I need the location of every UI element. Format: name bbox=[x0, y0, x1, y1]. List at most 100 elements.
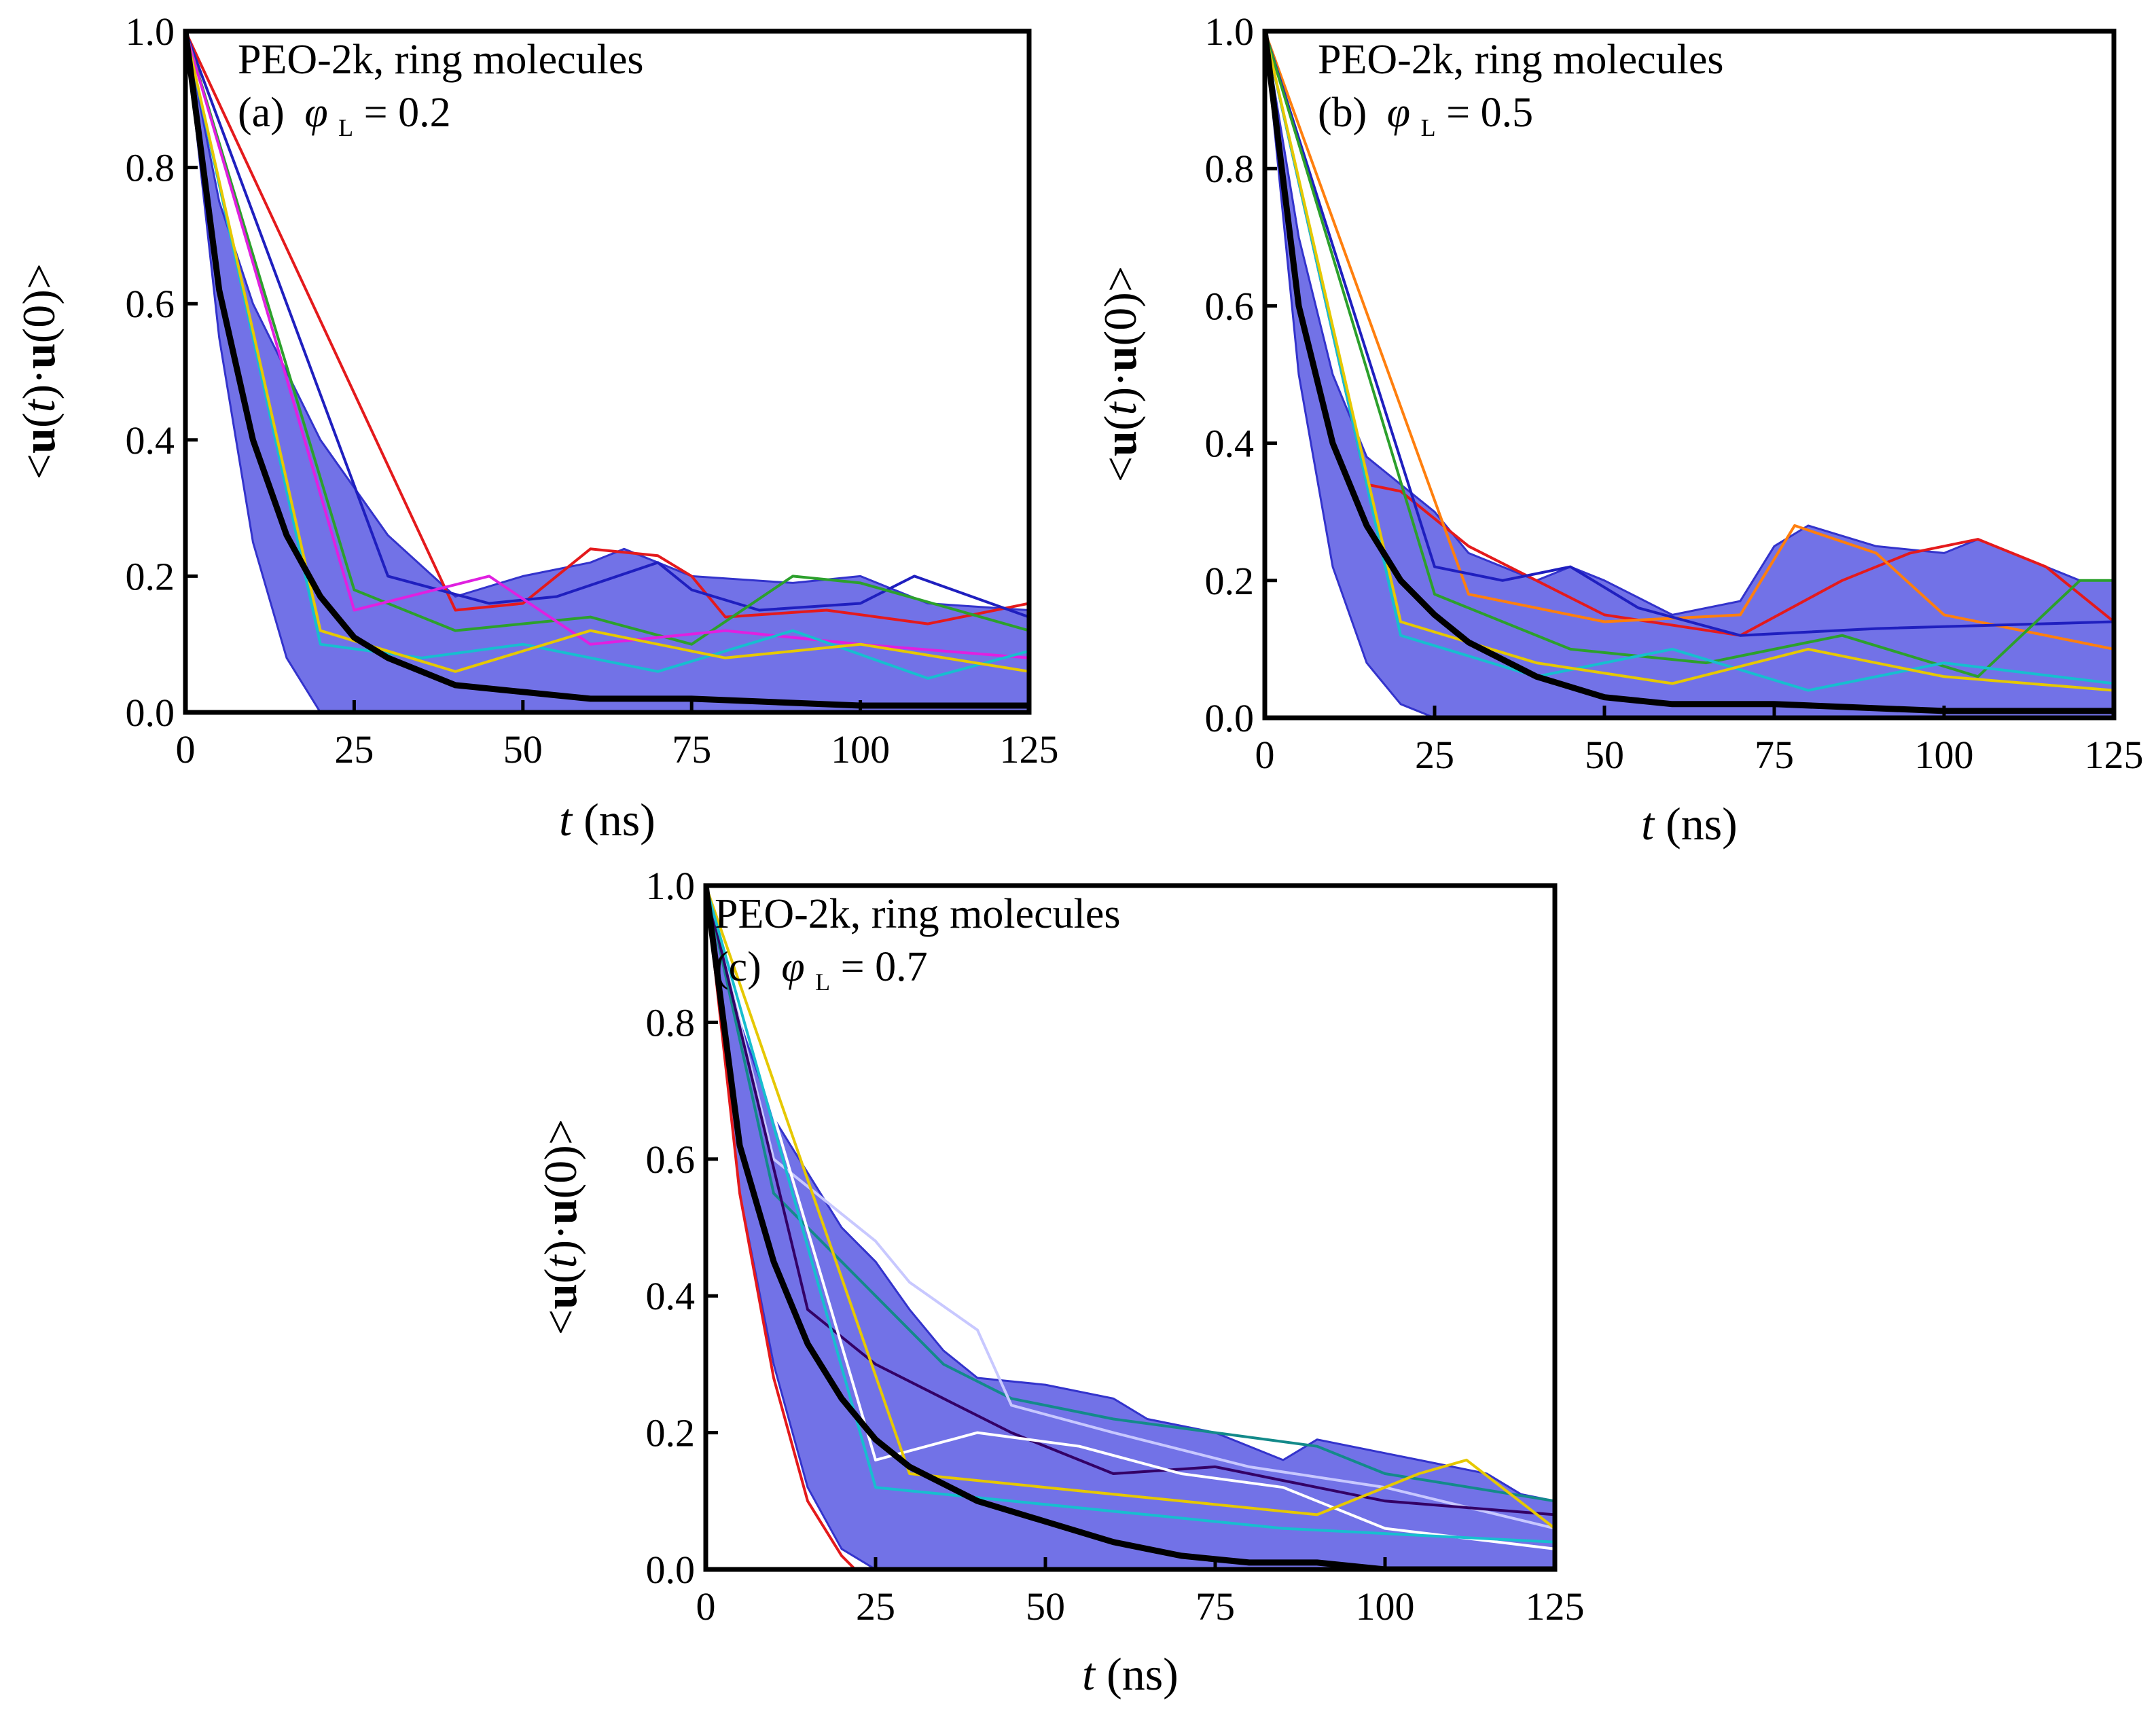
panel-a-ylabel: <u(t)·u(0)> bbox=[13, 263, 65, 480]
panel-b-phi: φ bbox=[1387, 90, 1410, 136]
panel-c-title: PEO-2k, ring molecules bbox=[715, 891, 1121, 937]
ylabel-p1: ( bbox=[13, 412, 65, 428]
y-tick-label-a-0.2: 0.2 bbox=[126, 554, 175, 598]
y-tick-label-c-0.6: 0.6 bbox=[646, 1138, 696, 1182]
ylabel-p3: (0) bbox=[535, 1145, 586, 1199]
series-line-c-lavender bbox=[706, 886, 1555, 1530]
series-line-b-average bbox=[1265, 31, 2114, 714]
series-line-c-cyan bbox=[706, 886, 1555, 1544]
panel-c: 0 25 50 75 100 125 0.0 0.2 0.4 0.6 0.8 1.0 PEO-2k, … bbox=[535, 864, 1585, 1700]
ylabel-p2: )· bbox=[1094, 371, 1146, 402]
x-tick-label-b-75: 75 bbox=[1755, 733, 1794, 777]
panel-c-xlabel-var: t bbox=[1082, 1648, 1096, 1700]
ticks-c: 0 25 50 75 100 125 0.0 0.2 0.4 0.6 0.8 1.0 bbox=[646, 864, 1585, 1629]
y-tick-label-c-1.0: 1.0 bbox=[646, 864, 696, 908]
series-line-a-cyan bbox=[185, 31, 1029, 680]
series-group-c bbox=[706, 886, 1555, 1569]
ylabel-p2: )· bbox=[535, 1224, 586, 1255]
axes-frame-a bbox=[183, 29, 1032, 715]
panel-b-title: PEO-2k, ring molecules bbox=[1318, 37, 1724, 83]
series-line-a-yellow bbox=[185, 31, 1029, 673]
panel-c-phi: φ bbox=[781, 944, 804, 990]
y-tick-label-b-0.4: 0.4 bbox=[1205, 422, 1255, 466]
series-line-c-darkpurple bbox=[706, 886, 1555, 1516]
panel-b-ylabel: <u(t)·u(0)> bbox=[1094, 266, 1146, 483]
panel-a-xlabel-var: t bbox=[559, 794, 573, 845]
series-line-b-darkblue bbox=[1265, 31, 2114, 637]
panel-b: 0 25 50 75 100 125 0.0 0.2 0.4 0.6 0.8 1.0 PEO-2k, … bbox=[1094, 10, 2144, 850]
ylabel-t: t bbox=[535, 1254, 586, 1268]
panel-c-ylabel: <u(t)·u(0)> bbox=[535, 1119, 586, 1336]
x-tick-label-a-25: 25 bbox=[334, 727, 374, 771]
ylabel-t: t bbox=[1094, 401, 1146, 415]
ylabel-open: < bbox=[535, 1309, 586, 1335]
ylabel-p3: (0) bbox=[1094, 292, 1146, 346]
panel-c-letter: (c) bbox=[715, 944, 761, 990]
ylabel-t: t bbox=[13, 398, 65, 412]
panel-a: 0 25 50 75 100 125 0.0 0.2 0.4 0.6 0.8 1.0 PEO-2k, … bbox=[13, 10, 1059, 845]
y-tick-label-b-0.8: 0.8 bbox=[1205, 147, 1255, 191]
panel-a-xlabel-unit: (ns) bbox=[572, 794, 655, 845]
ylabel-p1: ( bbox=[535, 1268, 586, 1284]
y-tick-label-a-0.0: 0.0 bbox=[126, 691, 175, 735]
y-tick-label-b-0.0: 0.0 bbox=[1205, 696, 1255, 740]
panel-a-phi: φ bbox=[304, 90, 327, 136]
ylabel-u1: u bbox=[535, 1284, 586, 1309]
panel-b-xlabel: t (ns) bbox=[1641, 798, 1738, 850]
x-tick-label-b-50: 50 bbox=[1585, 733, 1624, 777]
axes-frame-c bbox=[703, 883, 1558, 1572]
panel-c-xlabel-unit: (ns) bbox=[1095, 1648, 1179, 1700]
envelope-band-c bbox=[706, 886, 1555, 1569]
x-tick-label-b-25: 25 bbox=[1415, 733, 1454, 777]
ticks-a: 0 25 50 75 100 125 0.0 0.2 0.4 0.6 0.8 1.0 bbox=[126, 10, 1059, 771]
ylabel-u2: u bbox=[1094, 346, 1146, 371]
ylabel-close: > bbox=[13, 263, 65, 289]
panel-b-phi-sub: L bbox=[1421, 114, 1436, 141]
y-tick-label-c-0.2: 0.2 bbox=[646, 1411, 696, 1455]
ylabel-open: < bbox=[13, 454, 65, 479]
panel-b-phi-value: = 0.5 bbox=[1446, 90, 1533, 136]
y-tick-label-a-0.8: 0.8 bbox=[126, 146, 175, 190]
series-line-b-yellow bbox=[1265, 31, 2114, 692]
x-tick-label-b-100: 100 bbox=[1915, 733, 1974, 777]
series-line-b-cyan bbox=[1265, 31, 2114, 692]
y-tick-label-a-0.4: 0.4 bbox=[126, 418, 175, 462]
ylabel-u1: u bbox=[1094, 431, 1146, 456]
ylabel-p3: (0) bbox=[13, 289, 65, 343]
ylabel-open: < bbox=[1094, 456, 1146, 482]
ylabel-close: > bbox=[1094, 266, 1146, 292]
x-tick-label-c-75: 75 bbox=[1196, 1584, 1235, 1629]
ylabel-u2: u bbox=[535, 1199, 586, 1224]
panel-b-phi-label: (b) φ L = 0.5 bbox=[1318, 90, 1533, 145]
series-line-c-teal bbox=[706, 886, 1555, 1503]
panel-a-letter: (a) bbox=[238, 90, 285, 136]
series-line-b-orange bbox=[1265, 31, 2114, 651]
plot-area-c bbox=[706, 886, 1555, 1569]
panel-c-phi-label: (c) φ L = 0.7 bbox=[715, 944, 928, 1000]
panel-a-phi-label: (a) φ L = 0.2 bbox=[238, 90, 451, 145]
ylabel-p2: )· bbox=[13, 369, 65, 399]
series-line-c-average bbox=[706, 886, 1555, 1569]
y-tick-label-a-0.6: 0.6 bbox=[126, 282, 175, 326]
plot-area-b bbox=[1265, 31, 2114, 718]
x-tick-label-a-0: 0 bbox=[176, 727, 196, 771]
panel-a-xlabel: t (ns) bbox=[559, 794, 655, 845]
x-tick-label-c-0: 0 bbox=[696, 1584, 716, 1629]
y-tick-label-a-1.0: 1.0 bbox=[126, 10, 175, 54]
ylabel-u2: u bbox=[13, 343, 65, 369]
y-tick-label-b-1.0: 1.0 bbox=[1205, 10, 1255, 54]
x-tick-label-c-50: 50 bbox=[1026, 1584, 1065, 1629]
panel-a-phi-value: = 0.2 bbox=[364, 90, 451, 136]
series-line-b-green bbox=[1265, 31, 2114, 678]
panel-a-phi-sub: L bbox=[338, 114, 353, 141]
series-line-c-red bbox=[706, 886, 857, 1569]
x-tick-label-a-125: 125 bbox=[1000, 727, 1059, 771]
axes-frame-b bbox=[1262, 29, 2117, 721]
series-line-a-envelope-upper bbox=[185, 31, 1029, 611]
x-tick-label-c-125: 125 bbox=[1526, 1584, 1585, 1629]
y-tick-label-c-0.8: 0.8 bbox=[646, 1000, 696, 1044]
series-line-b-envelope-lower bbox=[1265, 31, 2114, 718]
y-tick-label-b-0.2: 0.2 bbox=[1205, 559, 1255, 603]
x-tick-label-b-0: 0 bbox=[1255, 733, 1275, 777]
